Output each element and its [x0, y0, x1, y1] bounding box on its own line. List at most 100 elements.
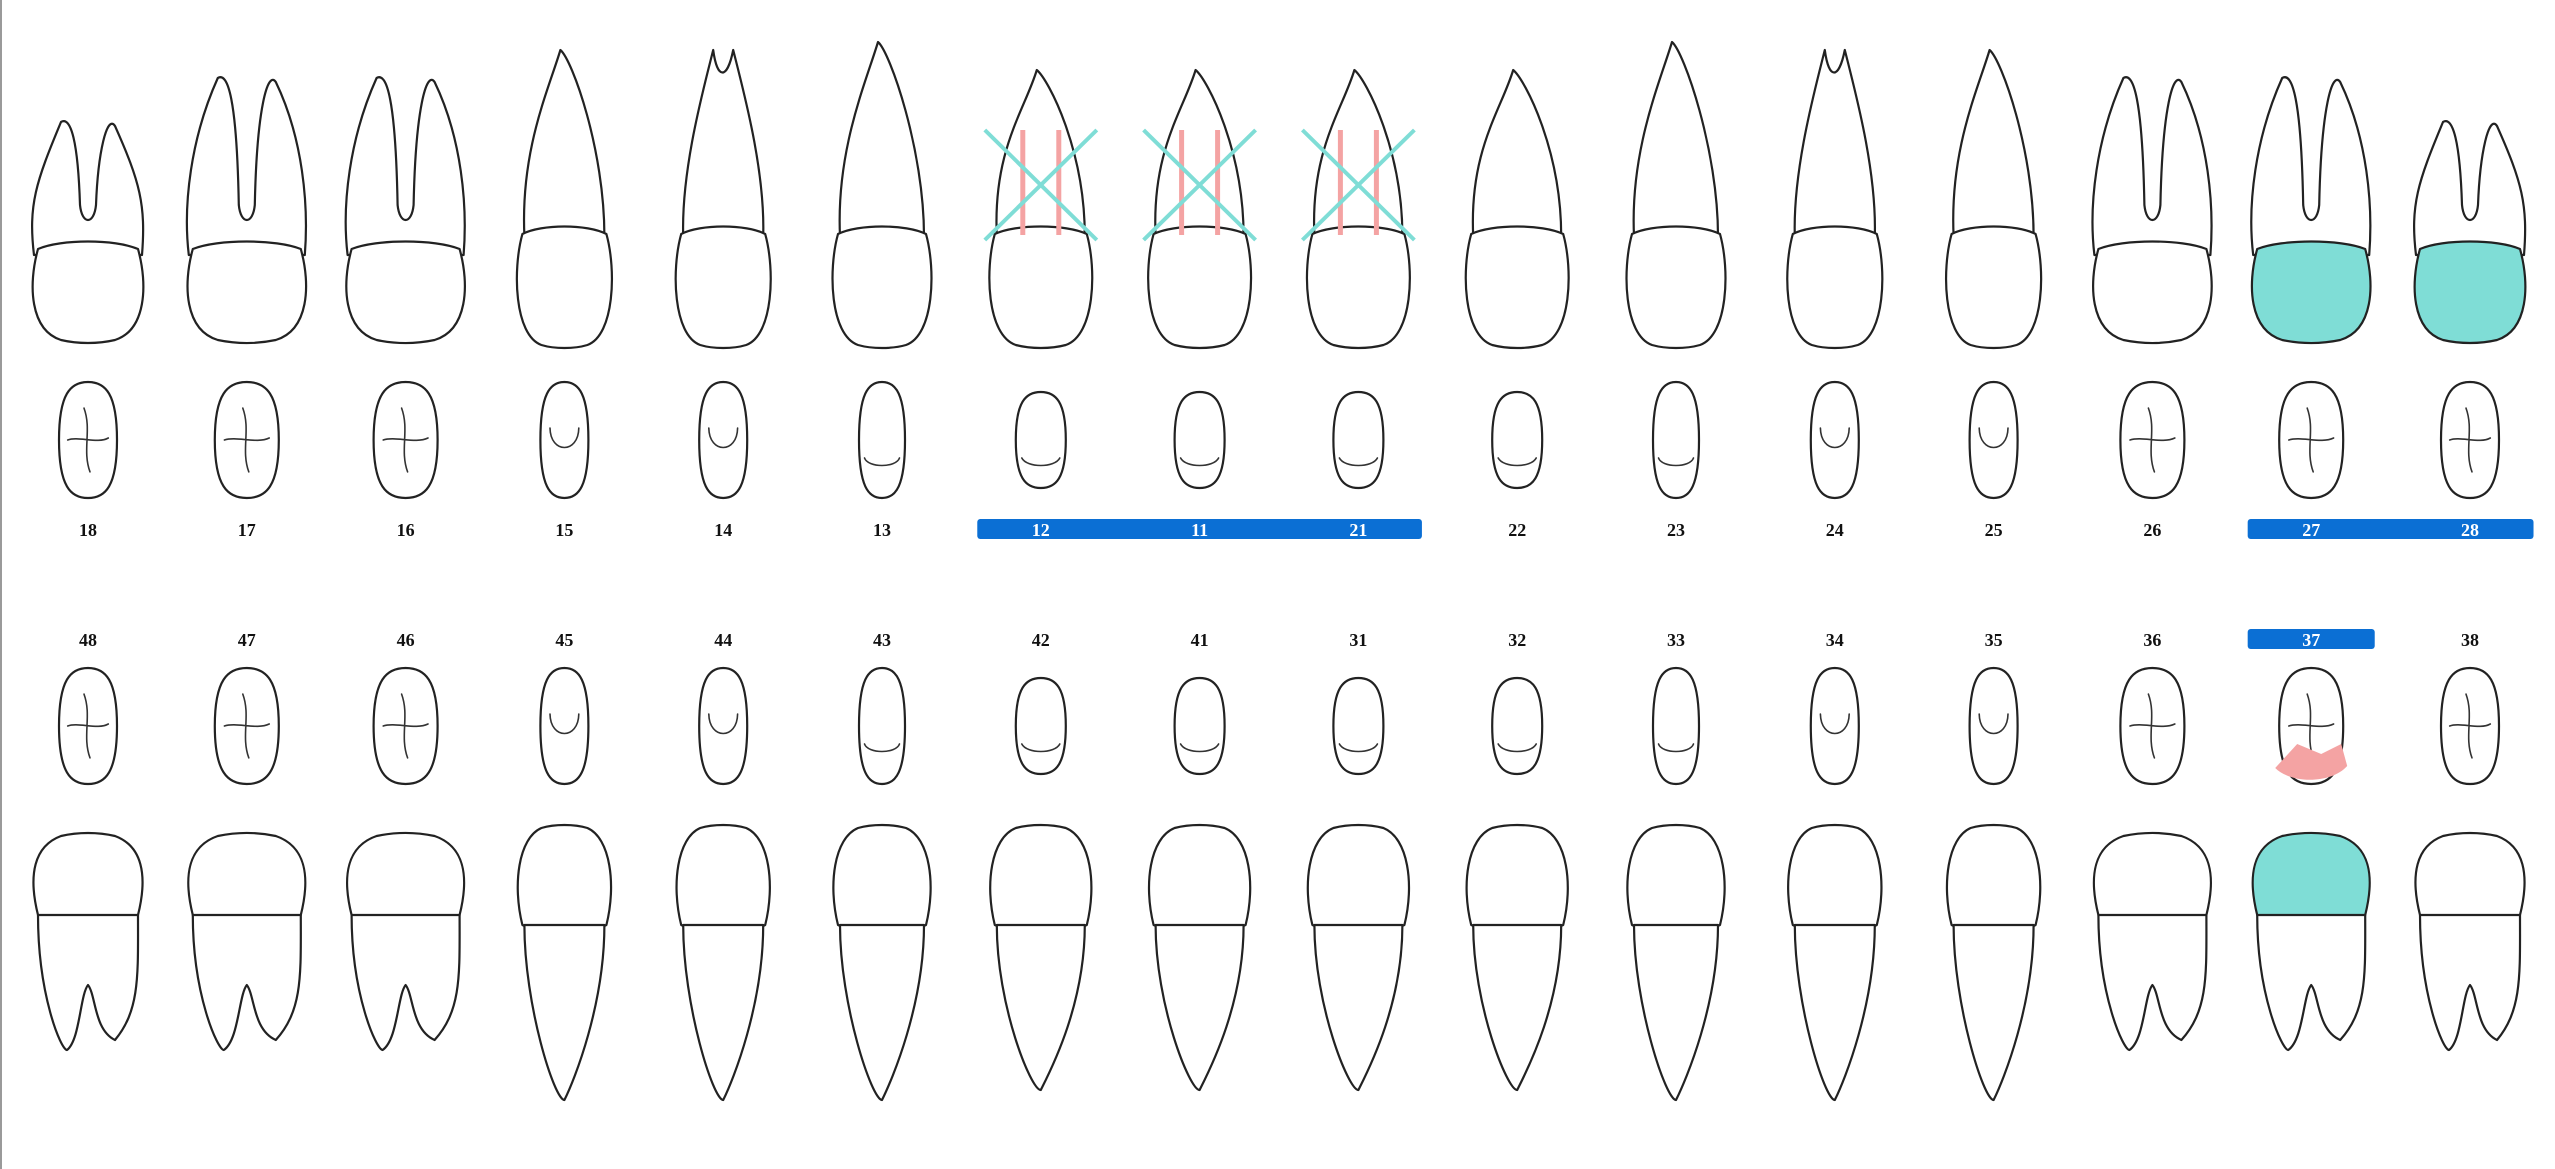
tooth-number[interactable]: 46 [397, 630, 415, 650]
tooth-25[interactable]: 25 [1944, 48, 2043, 540]
tooth-number[interactable]: 11 [1191, 520, 1208, 540]
tooth-number[interactable]: 24 [1826, 520, 1844, 540]
tooth-root [344, 76, 466, 257]
occlusal-outline [1173, 676, 1226, 776]
tooth-31[interactable]: 31 [1306, 630, 1411, 1092]
tooth-36[interactable]: 36 [2092, 630, 2212, 1052]
tooth-28[interactable]: 28 [2413, 120, 2527, 540]
tooth-occlusal-view [857, 666, 907, 786]
tooth-12[interactable]: 12 [983, 68, 1099, 540]
tooth-side-view [32, 831, 144, 1052]
tooth-occlusal-view [1809, 666, 1860, 786]
tooth-number[interactable]: 41 [1191, 630, 1209, 650]
tooth-side-view [1626, 823, 1726, 1102]
tooth-21[interactable]: 21 [1300, 68, 1416, 540]
occlusal-outline [1968, 666, 2019, 786]
tooth-number[interactable]: 14 [714, 520, 732, 540]
tooth-35[interactable]: 35 [1945, 630, 2042, 1102]
occlusal-groove [66, 407, 110, 473]
tooth-number[interactable]: 12 [1032, 520, 1050, 540]
tooth-37[interactable]: 37 [2251, 630, 2371, 1052]
tooth-root [2256, 913, 2367, 1052]
tooth-side-view [989, 823, 1093, 1092]
tooth-34[interactable]: 34 [1787, 630, 1883, 1102]
tooth-number[interactable]: 48 [79, 630, 97, 650]
tooth-number[interactable]: 42 [1032, 630, 1050, 650]
tooth-crown [31, 240, 145, 345]
tooth-26[interactable]: 26 [2091, 76, 2213, 540]
tooth-number[interactable]: 16 [397, 520, 415, 540]
tooth-47[interactable]: 47 [187, 630, 307, 1052]
tooth-number[interactable]: 38 [2461, 630, 2479, 650]
selection-bar[interactable] [2247, 519, 2534, 539]
tooth-number[interactable]: 15 [555, 520, 573, 540]
tooth-42[interactable]: 42 [989, 630, 1093, 1092]
tooth-occlusal-view [1651, 666, 1701, 786]
tooth-crown [1944, 225, 2043, 350]
tooth-32[interactable]: 32 [1465, 630, 1569, 1092]
tooth-17[interactable]: 17 [185, 76, 308, 540]
tooth-41[interactable]: 41 [1147, 630, 1252, 1092]
tooth-22[interactable]: 22 [1464, 68, 1570, 540]
tooth-side-view [187, 831, 307, 1052]
tooth-occlusal-view [213, 666, 280, 786]
tooth-46[interactable]: 46 [346, 630, 466, 1052]
tooth-occlusal-view [1491, 390, 1544, 490]
tooth-side-view [2092, 831, 2212, 1052]
tooth-number[interactable]: 22 [1508, 520, 1526, 540]
tooth-number[interactable]: 33 [1667, 630, 1685, 650]
tooth-27[interactable]: 27 [2250, 76, 2372, 540]
tooth-number[interactable]: 13 [873, 520, 891, 540]
tooth-13[interactable]: 13 [831, 40, 933, 540]
tooth-number[interactable]: 36 [2143, 630, 2161, 650]
tooth-occlusal-view [1332, 390, 1385, 490]
tooth-crown [346, 831, 466, 924]
tooth-number[interactable]: 45 [555, 630, 573, 650]
tooth-crown [1626, 823, 1726, 934]
tooth-18[interactable]: 18 [31, 120, 145, 540]
tooth-number[interactable]: 21 [1349, 520, 1367, 540]
tooth-38[interactable]: 38 [2414, 630, 2526, 1052]
tooth-number[interactable]: 43 [873, 630, 891, 650]
tooth-11[interactable]: 11 [1142, 68, 1258, 540]
tooth-44[interactable]: 44 [675, 630, 771, 1102]
tooth-23[interactable]: 23 [1625, 40, 1727, 540]
tooth-number[interactable]: 23 [1667, 520, 1685, 540]
tooth-number[interactable]: 17 [238, 520, 256, 540]
tooth-number[interactable]: 34 [1826, 630, 1844, 650]
tooth-number[interactable]: 26 [2143, 520, 2161, 540]
selection-bar[interactable] [977, 519, 1422, 539]
tooth-side-view [1306, 823, 1411, 1092]
occlusal-outline [1968, 380, 2019, 500]
tooth-number[interactable]: 27 [2302, 520, 2320, 540]
tooth-occlusal-view [2278, 380, 2345, 500]
tooth-side-view [1625, 40, 1727, 350]
tooth-crown [2414, 831, 2526, 924]
selection-bar[interactable] [2247, 629, 2375, 649]
tooth-occlusal-view [57, 380, 119, 500]
tooth-45[interactable]: 45 [516, 630, 613, 1102]
tooth-number[interactable]: 25 [1985, 520, 2003, 540]
tooth-number[interactable]: 35 [1985, 630, 2003, 650]
tooth-24[interactable]: 24 [1786, 48, 1884, 540]
occlusal-groove [1657, 743, 1695, 753]
occlusal-groove [1179, 743, 1220, 753]
tooth-occlusal-view [1173, 676, 1226, 776]
tooth-number[interactable]: 32 [1508, 630, 1526, 650]
tooth-33[interactable]: 33 [1626, 630, 1726, 1102]
tooth-16[interactable]: 16 [344, 76, 466, 540]
tooth-number[interactable]: 47 [238, 630, 256, 650]
tooth-43[interactable]: 43 [832, 630, 932, 1102]
tooth-number[interactable]: 28 [2461, 520, 2479, 540]
tooth-15[interactable]: 15 [515, 48, 614, 540]
tooth-root [2413, 120, 2527, 257]
tooth-crown [1787, 823, 1883, 934]
tooth-number[interactable]: 18 [79, 520, 97, 540]
tooth-side-view [674, 48, 772, 350]
tooth-number[interactable]: 37 [2302, 630, 2320, 650]
tooth-14[interactable]: 14 [674, 48, 772, 540]
tooth-48[interactable]: 48 [32, 630, 144, 1052]
tooth-number[interactable]: 44 [714, 630, 732, 650]
tooth-number[interactable]: 31 [1349, 630, 1367, 650]
tooth-occlusal-view [1968, 666, 2019, 786]
